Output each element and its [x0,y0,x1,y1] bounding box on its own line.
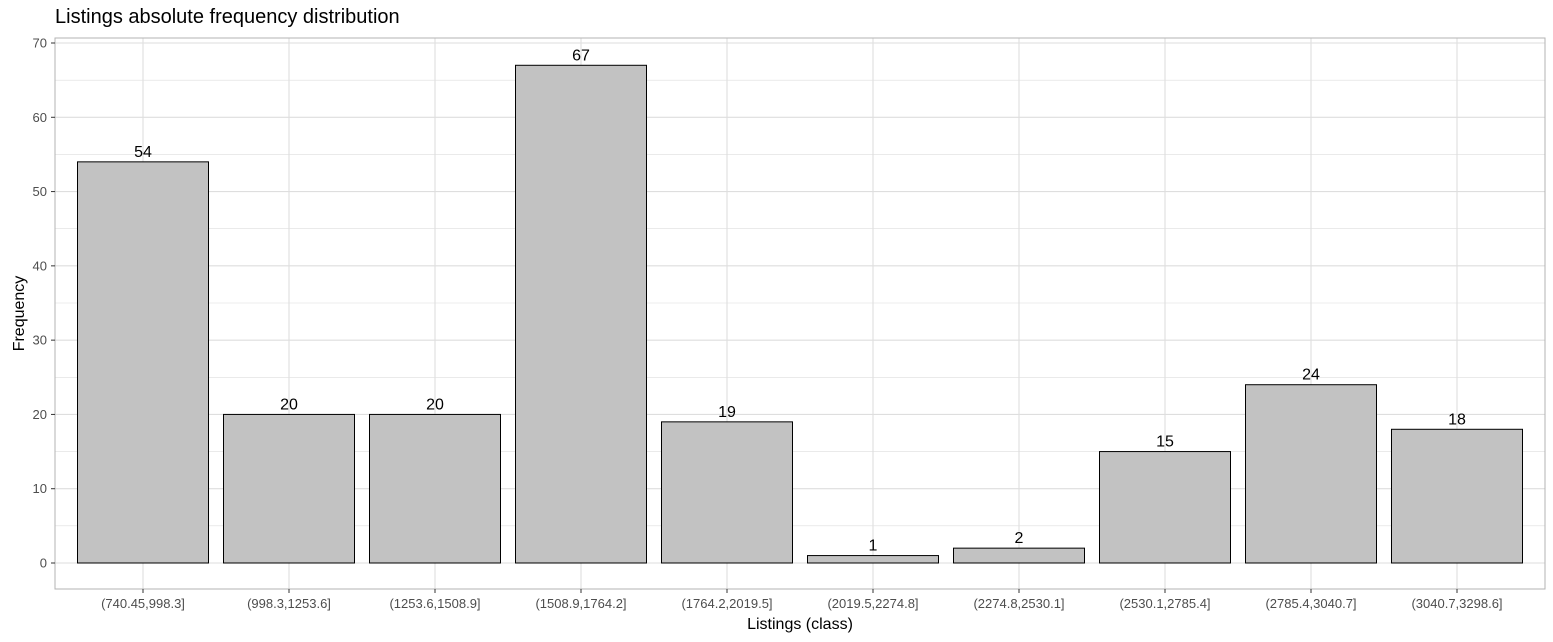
x-tick-label: (1764.2,2019.5] [681,596,772,611]
bar [807,555,939,564]
x-tick-label: (2274.8,2530.1] [973,596,1064,611]
data-label: 18 [1448,411,1466,428]
data-label: 20 [280,396,298,413]
data-label: 19 [718,404,736,421]
x-tick-label: (2530.1,2785.4] [1119,596,1210,611]
y-tick-label: 10 [33,481,47,496]
bar [953,547,1085,564]
bar [661,421,793,564]
y-tick-label: 60 [33,110,47,125]
bars [77,64,1523,564]
data-labels: 54 20 20 67 19 1 2 15 24 18 [134,47,1466,554]
data-label: 67 [572,47,590,64]
x-tick-label: (1253.6,1508.9] [389,596,480,611]
x-axis-title: Listings (class) [747,616,853,633]
y-tick-label: 30 [33,333,47,348]
bar [1099,451,1231,564]
bar [1391,428,1523,564]
y-axis-title: Frequency [11,276,28,352]
x-tick-label: (740.45,998.3] [101,596,185,611]
x-tick-label: (1508.9,1764.2] [535,596,626,611]
x-tick-label: (3040.7,3298.6] [1411,596,1502,611]
bar [369,413,501,564]
chart-title: Listings absolute frequency distribution [55,6,400,28]
y-tick-label: 70 [33,36,47,51]
data-label: 1 [869,538,878,555]
bar [1245,384,1377,564]
y-tick-label: 20 [33,407,47,422]
data-label: 15 [1156,434,1174,451]
data-label: 2 [1015,530,1024,547]
data-label: 24 [1302,367,1320,384]
y-tick-label: 40 [33,258,47,273]
panel-border [54,37,1546,590]
bar [515,64,647,564]
x-tick-label: (2785.4,3040.7] [1265,596,1356,611]
y-axis-ticks: 0 10 20 30 40 50 60 70 [33,36,55,571]
y-tick-label: 50 [33,184,47,199]
x-tick-label: (2019.5,2274.8] [827,596,918,611]
bar [223,413,355,564]
data-label: 20 [426,396,444,413]
y-tick-label: 0 [40,556,47,571]
bar [77,161,209,564]
data-label: 54 [134,144,152,161]
x-axis-ticks: (740.45,998.3] (998.3,1253.6] (1253.6,1508… [101,589,1503,611]
x-tick-label: (998.3,1253.6] [247,596,331,611]
